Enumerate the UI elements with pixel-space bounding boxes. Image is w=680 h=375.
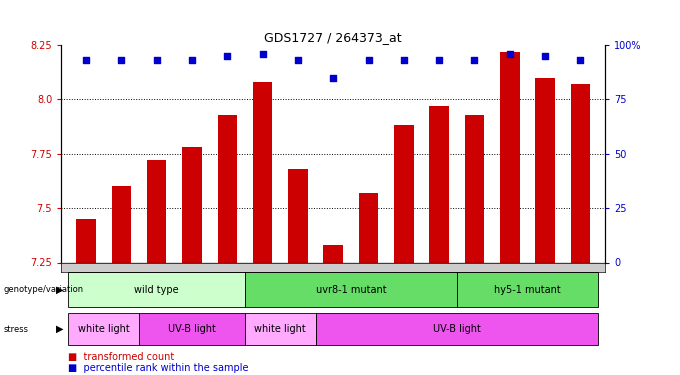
Text: hy5-1 mutant: hy5-1 mutant	[494, 285, 561, 295]
Text: ■  percentile rank within the sample: ■ percentile rank within the sample	[68, 363, 248, 373]
Point	[575, 57, 586, 63]
Bar	[430, 106, 449, 262]
Text: UV-B light: UV-B light	[433, 324, 481, 334]
Point	[398, 57, 409, 63]
Bar	[571, 84, 590, 262]
Point	[540, 53, 551, 59]
Point	[151, 57, 162, 63]
Bar	[465, 115, 484, 262]
Text: stress: stress	[3, 325, 29, 334]
Bar	[112, 186, 131, 262]
Bar	[457, 272, 598, 308]
Bar	[245, 313, 316, 345]
Point	[292, 57, 303, 63]
Point	[257, 51, 268, 57]
Bar	[68, 313, 139, 345]
Point	[434, 57, 445, 63]
Bar	[218, 115, 237, 262]
Bar	[253, 82, 272, 262]
Point	[116, 57, 126, 63]
Bar	[288, 169, 307, 262]
Point	[222, 53, 233, 59]
Point	[80, 57, 91, 63]
Point	[469, 57, 480, 63]
Point	[186, 57, 197, 63]
Text: UV-B light: UV-B light	[168, 324, 216, 334]
Bar	[139, 313, 245, 345]
Bar	[535, 78, 555, 262]
Text: ▶: ▶	[56, 324, 64, 334]
Bar	[359, 193, 378, 262]
Bar	[245, 272, 457, 308]
Bar	[76, 219, 96, 262]
Bar	[68, 272, 245, 308]
Text: uvr8-1 mutant: uvr8-1 mutant	[316, 285, 386, 295]
Text: white light: white light	[254, 324, 306, 334]
Bar	[324, 245, 343, 262]
Bar	[500, 51, 520, 262]
Text: ■  transformed count: ■ transformed count	[68, 352, 174, 362]
Point	[505, 51, 515, 57]
Text: ▶: ▶	[56, 285, 64, 294]
Bar	[147, 160, 167, 262]
Bar	[182, 147, 201, 262]
Point	[328, 75, 339, 81]
Text: genotype/variation: genotype/variation	[3, 285, 84, 294]
Text: white light: white light	[78, 324, 129, 334]
Point	[363, 57, 374, 63]
Text: wild type: wild type	[134, 285, 179, 295]
Bar	[394, 126, 413, 262]
Title: GDS1727 / 264373_at: GDS1727 / 264373_at	[265, 31, 402, 44]
Bar	[316, 313, 598, 345]
